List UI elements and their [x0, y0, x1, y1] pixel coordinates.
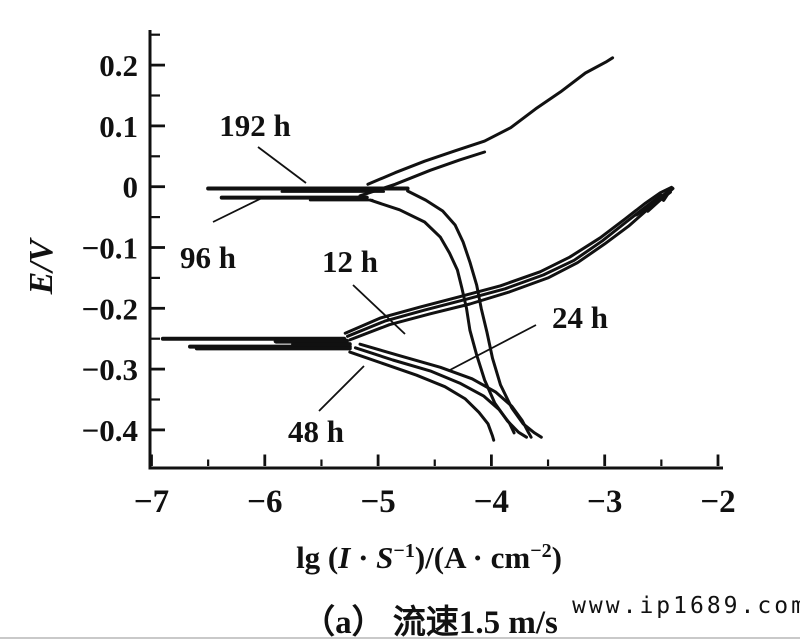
x-axis-label-part: −1 [393, 540, 414, 562]
annotation-48h: 48 h [288, 414, 344, 449]
curve-anodic-96h [358, 150, 487, 198]
leader-line [257, 146, 307, 184]
polarization-curves [160, 56, 675, 442]
x-tick-label: −5 [360, 484, 395, 520]
x-axis-label-part: ) [552, 540, 562, 575]
leader-line [447, 324, 537, 372]
x-axis-label-part: lg ( [296, 540, 338, 575]
leader-line [318, 365, 365, 412]
curve-cathodic-12h [358, 342, 533, 439]
x-axis-label-part: )/(A · cm [415, 540, 531, 575]
x-axis-label: lg (I · S−1)/(A · cm−2) [296, 540, 562, 575]
x-axis-label-part: S [376, 540, 393, 575]
y-axis-label: E/V [23, 237, 60, 295]
watermark-text: www.ip1689.com [572, 593, 800, 619]
curve-cathodic-24h [353, 346, 516, 435]
x-tick-label: −4 [474, 484, 509, 520]
curve-anodic-12h [343, 185, 673, 335]
curve-anodic-48h [346, 193, 663, 338]
axis-tick-labels: 0.2 0.1 0 −0.1 −0.2 −0.3 −0.4 −7 −6 −5 −4 −3 −2 [82, 48, 736, 520]
y-tick-label: 0.1 [99, 109, 138, 144]
x-axis-label-part: · [350, 540, 376, 575]
x-tick-label: −2 [700, 484, 735, 520]
x-axis-label-part: I [337, 540, 351, 575]
x-tick-label: −3 [587, 484, 622, 520]
y-tick-label: 0.2 [99, 48, 138, 83]
y-tick-label: −0.2 [82, 291, 138, 326]
axis-ticks [150, 33, 720, 466]
y-tick-label: −0.3 [82, 352, 138, 387]
x-tick-label: −6 [247, 484, 282, 520]
leader-line [212, 197, 263, 223]
y-tick-label: −0.1 [82, 231, 138, 266]
anodic-tangle-stroke [661, 186, 674, 202]
axes [148, 30, 723, 470]
curve-annotations: 192 h 96 h 12 h 24 h 48 h [180, 108, 608, 449]
annotation-12h: 12 h [322, 244, 378, 279]
annotation-24h: 24 h [552, 300, 608, 335]
figure-caption: （a） 流速1.5 m/s [302, 604, 558, 640]
curve-anodic-192h [366, 56, 615, 186]
x-tick-label: −7 [134, 484, 169, 520]
curve-cathodic-48h [348, 350, 496, 442]
y-tick-label: 0 [123, 170, 139, 205]
leader-line [352, 284, 406, 335]
y-tick-label: −0.4 [82, 413, 138, 448]
annotation-96h: 96 h [180, 240, 236, 275]
x-axis-label-part: −2 [530, 540, 551, 562]
annotation-192h: 192 h [219, 108, 291, 143]
